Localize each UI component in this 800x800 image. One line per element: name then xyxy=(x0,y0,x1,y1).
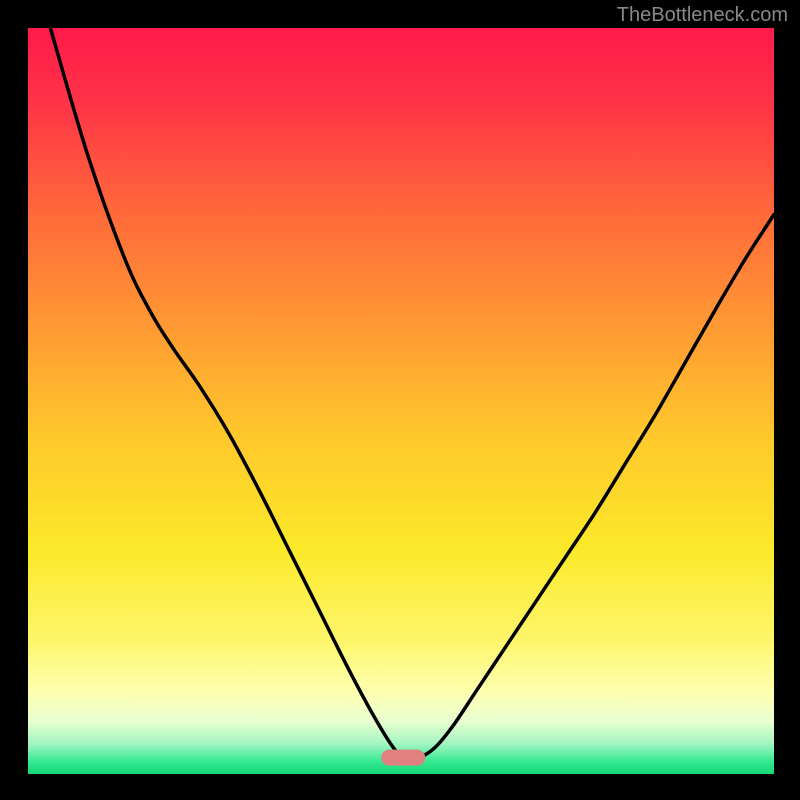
bottleneck-chart xyxy=(0,0,800,800)
chart-container: TheBottleneck.com xyxy=(0,0,800,800)
attribution-label: TheBottleneck.com xyxy=(617,4,788,27)
